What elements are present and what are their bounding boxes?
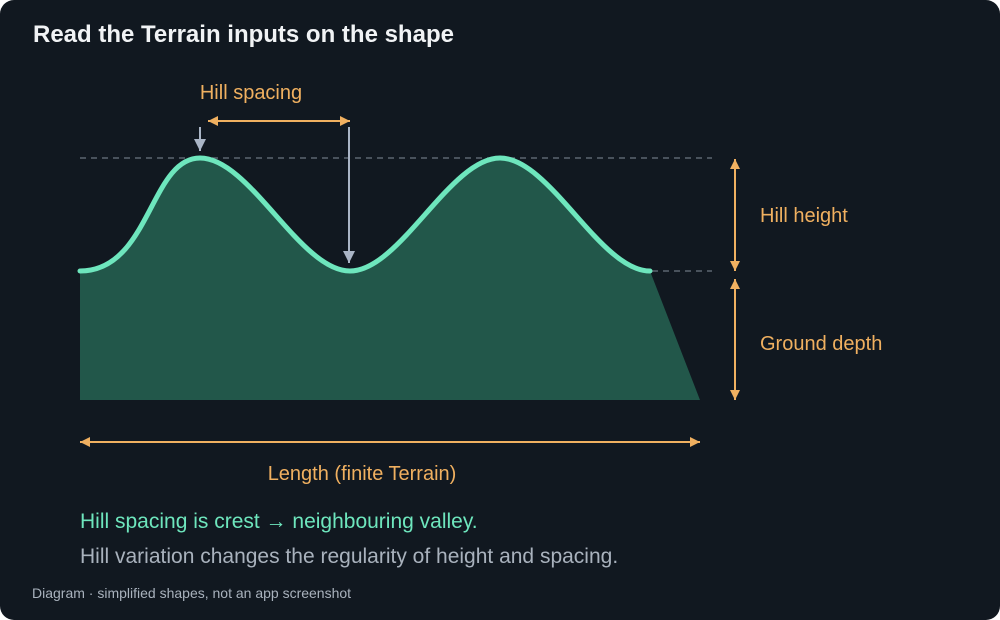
hill-spacing-label: Hill spacing (200, 82, 302, 104)
hill-spacing-note: Hill spacing is crest → neighbouring val… (80, 510, 478, 533)
ground-depth-label: Ground depth (760, 333, 882, 355)
length-label: Length (finite Terrain) (268, 463, 457, 485)
terrain-body (80, 158, 700, 400)
diagram-caption: Diagram · simplified shapes, not an app … (32, 585, 352, 601)
hill-height-label: Hill height (760, 205, 848, 227)
hill-variation-note: Hill variation changes the regularity of… (80, 545, 619, 568)
diagram-title: Read the Terrain inputs on the shape (33, 21, 454, 48)
terrain-surface-outline (77, 155, 653, 274)
